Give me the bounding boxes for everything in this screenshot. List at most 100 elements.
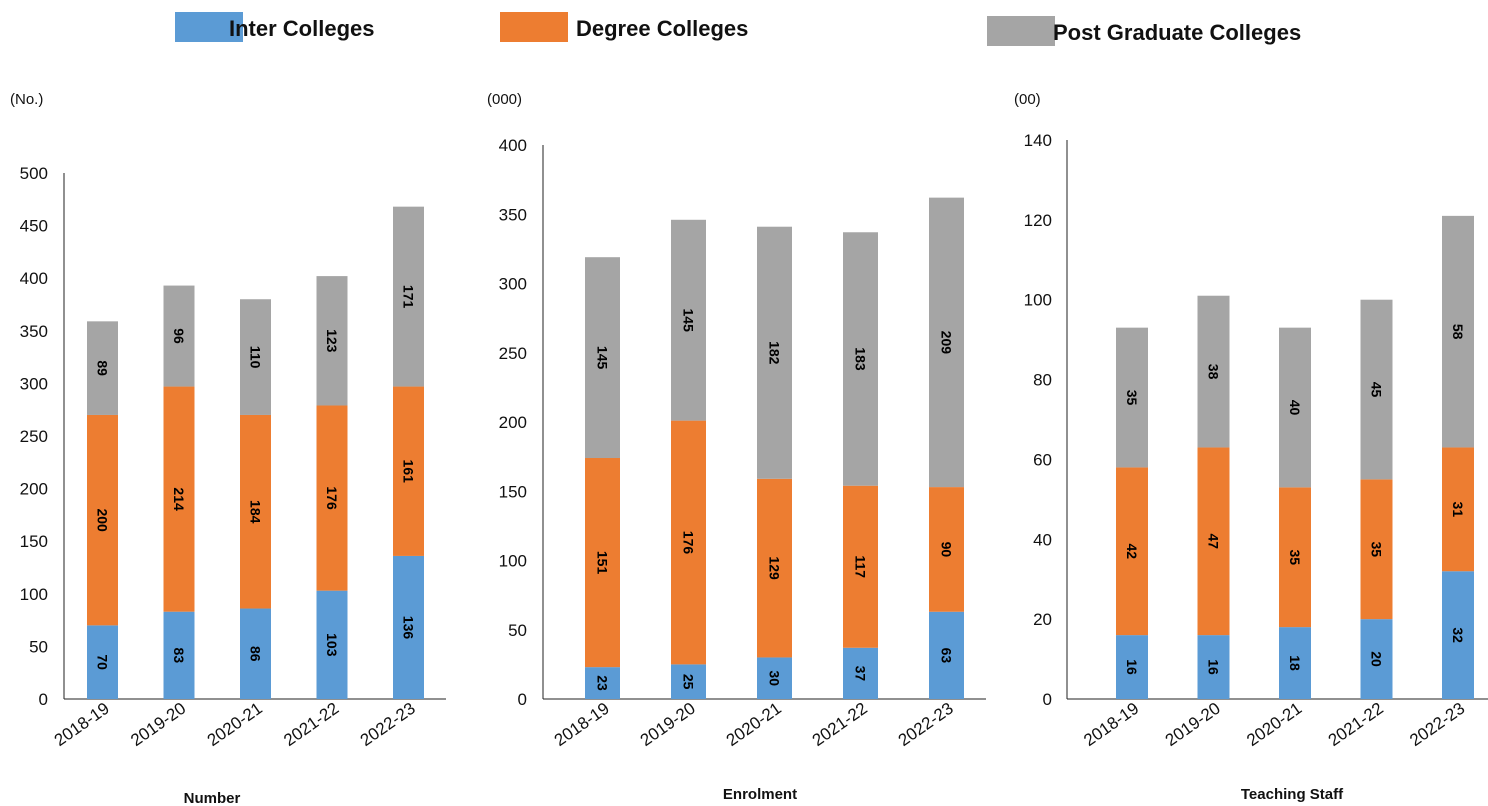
bar-post-graduate-colleges-2022-23 [929, 197, 964, 488]
bar-degree-colleges-2018-19 [87, 414, 118, 626]
data-label: 171 [401, 285, 417, 309]
bar-inter-colleges-2019-20 [1197, 635, 1230, 699]
bar-post-graduate-colleges-2018-19 [1116, 327, 1148, 468]
y-tick-label: 450 [20, 217, 48, 236]
data-label: 110 [248, 346, 264, 369]
data-label: 83 [171, 648, 187, 664]
bar-post-graduate-colleges-2019-20 [163, 285, 195, 387]
data-label: 200 [95, 508, 111, 532]
data-label: 103 [324, 633, 340, 657]
legend-label-post-graduate-colleges: Post Graduate Colleges [1053, 20, 1302, 45]
y-tick-label: 400 [20, 269, 48, 288]
bar-degree-colleges-2022-23 [1442, 447, 1474, 572]
data-label: 214 [171, 487, 187, 511]
bar-post-graduate-colleges-2022-23 [1442, 215, 1474, 448]
y-tick-label: 0 [39, 690, 48, 709]
bar-post-graduate-colleges-2018-19 [585, 257, 620, 459]
unit-label: (00) [1014, 91, 1041, 108]
bar-inter-colleges-2019-20 [671, 664, 706, 699]
unit-label: (No.) [10, 91, 43, 108]
bar-degree-colleges-2018-19 [1116, 467, 1148, 636]
bar-degree-colleges-2020-21 [757, 478, 792, 658]
data-label: 145 [595, 346, 611, 370]
bar-post-graduate-colleges-2021-22 [843, 232, 878, 486]
bar-degree-colleges-2021-22 [843, 485, 878, 648]
y-tick-label: 150 [499, 482, 527, 501]
unit-label: (000) [487, 91, 522, 108]
y-tick-label: 350 [499, 205, 527, 224]
bar-inter-colleges-2021-22 [316, 590, 348, 699]
y-tick-label: 80 [1033, 371, 1052, 390]
y-tick-label: 150 [20, 532, 48, 551]
data-label: 176 [681, 531, 697, 555]
legend-swatch-inter-colleges [175, 12, 243, 42]
bar-inter-colleges-2019-20 [163, 611, 195, 699]
data-label: 145 [681, 309, 697, 333]
bar-post-graduate-colleges-2022-23 [393, 206, 424, 387]
x-tick-label: 2021-22 [1325, 699, 1387, 750]
y-tick-label: 60 [1033, 450, 1052, 469]
y-tick-label: 500 [20, 164, 48, 183]
y-tick-label: 100 [20, 585, 48, 604]
y-tick-label: 250 [20, 427, 48, 446]
bar-degree-colleges-2019-20 [1197, 447, 1230, 636]
bar-post-graduate-colleges-2021-22 [316, 276, 348, 406]
bar-degree-colleges-2018-19 [585, 458, 620, 668]
data-label: 176 [324, 486, 340, 510]
data-label: 35 [1369, 541, 1385, 557]
data-label: 32 [1450, 627, 1466, 643]
data-label: 20 [1369, 651, 1385, 667]
data-label: 182 [767, 341, 783, 365]
data-label: 37 [853, 666, 869, 682]
data-label: 63 [939, 648, 955, 664]
bar-degree-colleges-2020-21 [240, 414, 271, 609]
data-label: 89 [95, 360, 111, 376]
data-label: 136 [401, 616, 417, 640]
x-axis-title: Enrolment [723, 786, 797, 803]
bar-degree-colleges-2020-21 [1279, 487, 1311, 628]
y-tick-label: 350 [20, 322, 48, 341]
legend-label-degree-colleges: Degree Colleges [576, 16, 749, 41]
data-label: 31 [1450, 502, 1466, 518]
y-tick-label: 140 [1024, 131, 1052, 150]
bar-inter-colleges-2018-19 [1116, 635, 1148, 699]
y-tick-label: 200 [499, 413, 527, 432]
bar-inter-colleges-2020-21 [1279, 627, 1311, 699]
bar-inter-colleges-2020-21 [757, 657, 792, 699]
y-tick-label: 40 [1033, 530, 1052, 549]
y-tick-label: 20 [1033, 610, 1052, 629]
y-tick-label: 0 [1043, 690, 1052, 709]
bar-post-graduate-colleges-2020-21 [1279, 327, 1311, 488]
bar-inter-colleges-2022-23 [1442, 571, 1474, 699]
y-tick-label: 200 [20, 480, 48, 499]
bar-degree-colleges-2019-20 [163, 386, 195, 612]
legend-swatch-post-graduate-colleges [987, 16, 1055, 46]
bar-degree-colleges-2021-22 [316, 405, 348, 591]
data-label: 35 [1287, 549, 1303, 565]
data-label: 18 [1287, 655, 1303, 671]
data-label: 70 [95, 654, 111, 670]
y-tick-label: 300 [499, 275, 527, 294]
data-label: 151 [595, 551, 611, 575]
bar-degree-colleges-2019-20 [671, 420, 706, 665]
y-tick-label: 100 [1024, 291, 1052, 310]
data-label: 35 [1124, 390, 1140, 406]
x-tick-label: 2019-20 [1162, 699, 1224, 750]
bar-post-graduate-colleges-2018-19 [87, 321, 118, 415]
legend-swatch-degree-colleges [500, 12, 568, 42]
data-label: 40 [1287, 400, 1303, 416]
data-label: 16 [1206, 659, 1222, 675]
bar-post-graduate-colleges-2020-21 [240, 299, 271, 415]
data-label: 25 [681, 674, 697, 690]
y-tick-label: 300 [20, 374, 48, 393]
y-tick-label: 50 [29, 637, 48, 656]
data-label: 123 [324, 329, 340, 353]
data-label: 161 [401, 460, 417, 484]
data-label: 16 [1124, 659, 1140, 675]
bar-inter-colleges-2022-23 [393, 555, 424, 699]
data-label: 117 [853, 555, 869, 578]
bar-inter-colleges-2018-19 [87, 625, 118, 699]
y-tick-label: 400 [499, 136, 527, 155]
x-axis-title: Teaching Staff [1241, 786, 1344, 803]
